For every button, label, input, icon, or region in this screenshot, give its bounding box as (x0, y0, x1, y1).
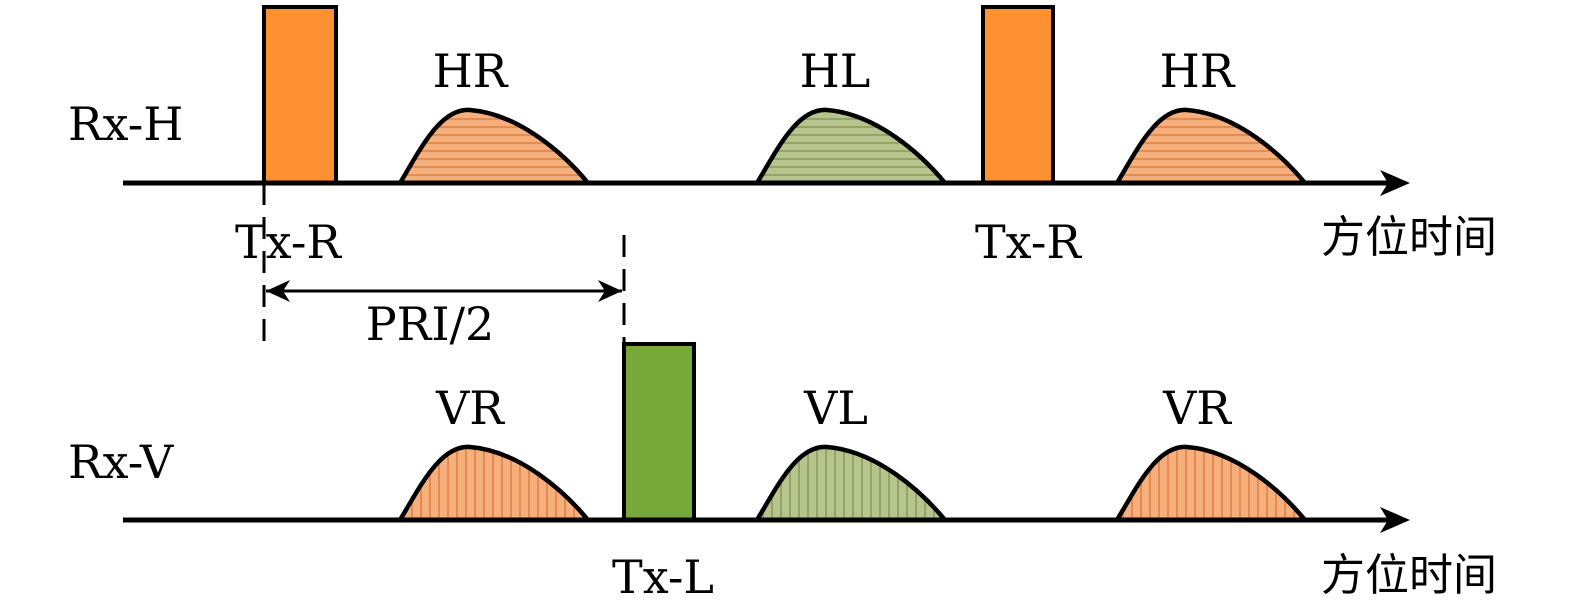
rx-h-label: Rx-H (68, 97, 183, 151)
echo-vl (754, 444, 948, 523)
echo-vr-1 (397, 444, 591, 523)
rx-v-axis-label: 方位时间 (1321, 550, 1497, 601)
rx-h-axis-label: 方位时间 (1321, 212, 1497, 263)
echo-label-vl: VL (803, 381, 868, 435)
rx-v-label: Rx-V (68, 435, 174, 489)
interval-label: PRI/2 (366, 297, 495, 351)
tx-r-pulse-2 (981, 5, 1055, 185)
echo-label-hl: HL (800, 44, 871, 98)
echo-vr-2 (1114, 444, 1308, 523)
echo-hr-2 (1114, 107, 1308, 186)
tx-r-pulse-1 (262, 5, 338, 185)
interval-arrow-right-icon (598, 280, 622, 302)
echo-label-vr-1: VR (435, 381, 505, 435)
interval-arrow-left-icon (266, 280, 290, 302)
rx-h-axis-arrow-icon (1380, 170, 1410, 196)
echo-label-vr-2: VR (1162, 381, 1232, 435)
tx-r-label-1: Tx-R (235, 215, 342, 269)
echo-hl (754, 107, 948, 186)
tx-l-label: Tx-L (612, 550, 714, 604)
tx-l-pulse (622, 342, 696, 522)
echo-label-hr-2: HR (1160, 44, 1236, 98)
tx-r-label-2: Tx-R (975, 215, 1082, 269)
echo-label-hr-1: HR (433, 44, 509, 98)
echo-hr-1 (397, 107, 591, 186)
rx-v-axis-arrow-icon (1380, 507, 1410, 533)
